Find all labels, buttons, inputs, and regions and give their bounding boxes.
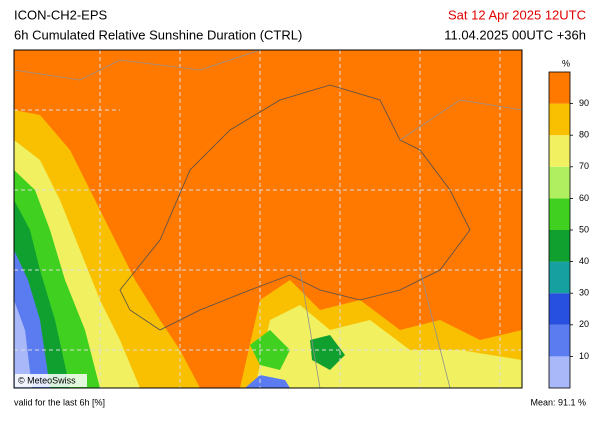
colorbar-tick-label: 50	[579, 224, 589, 234]
colorbar-tick-label: 90	[579, 98, 589, 108]
map: © MeteoSwiss	[13, 49, 523, 389]
colorbar-tick-label: 80	[579, 130, 589, 140]
colorbar-tick-label: 40	[579, 256, 589, 266]
colorbar-tick-label: 20	[579, 319, 589, 329]
colorbar-segment	[549, 166, 570, 199]
model-name: ICON-CH2-EPS	[14, 7, 108, 22]
colorbar-segment	[549, 72, 570, 104]
valid-time: Sat 12 Apr 2025 12UTC	[448, 7, 586, 22]
colorbar-segment	[549, 261, 570, 294]
footer-mean: Mean: 91.1 %	[530, 397, 586, 407]
colorbar-segment	[549, 293, 570, 325]
colorbar-unit: %	[562, 58, 570, 68]
colorbar-segment	[549, 324, 570, 357]
colorbar-segment	[549, 356, 570, 388]
colorbar-segment	[549, 103, 570, 136]
run-time: 11.04.2025 00UTC +36h	[444, 27, 586, 42]
colorbar-tick-label: 10	[579, 351, 589, 361]
colorbar-segment	[549, 230, 570, 262]
colorbar-segment	[549, 135, 570, 167]
colorbar-segment	[549, 198, 570, 230]
footer-note: valid for the last 6h [%]	[14, 397, 105, 407]
colorbar-tick-label: 70	[579, 161, 589, 171]
map-credit: © MeteoSwiss	[18, 375, 76, 385]
colorbar-tick-label: 30	[579, 288, 589, 298]
colorbar-tick-label: 60	[579, 193, 589, 203]
colorbar: 10 20 30 40 50 60 70 80 90	[548, 71, 589, 389]
product-name: 6h Cumulated Relative Sunshine Duration …	[14, 27, 302, 42]
